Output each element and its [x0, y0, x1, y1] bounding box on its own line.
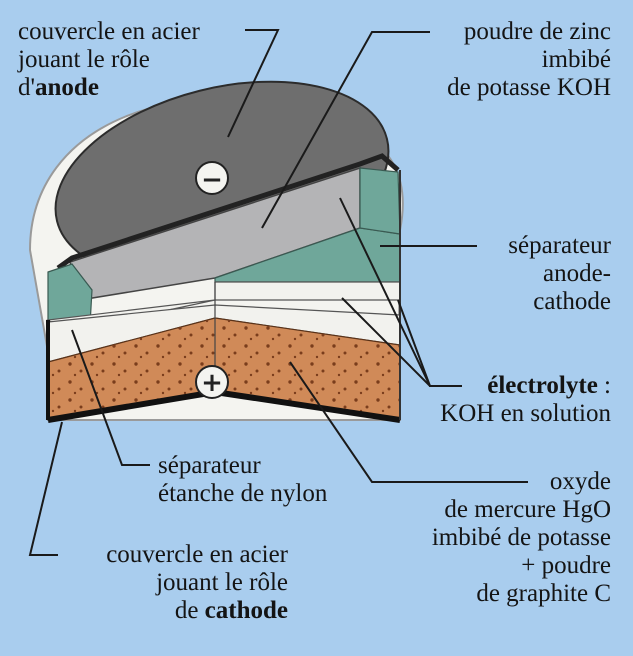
leader-zinc [261, 31, 430, 229]
label-mercury-oxide: oxyde de mercure HgO imbibé de potasse +… [431, 468, 611, 607]
leader-anode-cover [227, 29, 280, 138]
leader-cathode-cover [28, 421, 63, 556]
minus-terminal-icon [195, 161, 229, 195]
leader-lines [28, 29, 528, 556]
label-zinc-powder: poudre de zinc imbibé de potasse KOH [447, 18, 611, 101]
plus-symbol: + [201, 368, 223, 398]
leader-oxide [289, 361, 528, 483]
label-separator: séparateur anode- cathode [508, 232, 611, 315]
leader-electrolyte-3 [397, 299, 462, 387]
leader-nylon [71, 329, 150, 466]
label-anode-cover: couvercle en acier jouant le rôle d'anod… [18, 18, 200, 101]
label-cathode-cover: couvercle en acier jouant le rôle de cat… [106, 541, 288, 624]
plus-terminal-icon [195, 365, 229, 399]
label-nylon-separator: séparateur étanche de nylon [158, 452, 328, 507]
anode-steel-lip [56, 153, 400, 271]
minus-symbol: − [201, 165, 223, 195]
label-electrolyte: électrolyte : KOH en solution [440, 372, 611, 427]
separator-corner-right [359, 167, 401, 235]
